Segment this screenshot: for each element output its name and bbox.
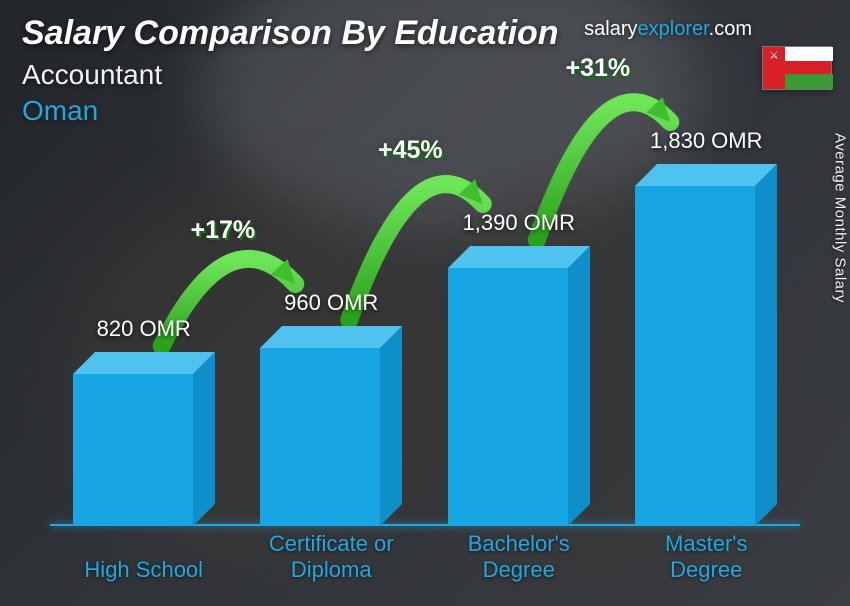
bar-category-label: Bachelor'sDegree (419, 531, 619, 582)
bar-front (448, 268, 568, 526)
flag-green-stripe (785, 74, 833, 89)
bar-category-label: Certificate orDiploma (231, 531, 431, 582)
salary-bar-chart: 820 OMRHigh School960 OMRCertificate orD… (50, 130, 800, 586)
bar-top (448, 246, 590, 268)
infographic-stage: Salary Comparison By Education Accountan… (0, 0, 850, 606)
bar-top (635, 164, 777, 186)
brand-prefix: salary (584, 18, 637, 40)
brand-suffix: .com (709, 18, 752, 40)
bar (448, 246, 590, 526)
bar-category-label: Master'sDegree (606, 531, 806, 582)
bar-category-label: High School (44, 557, 244, 582)
bar (635, 164, 777, 526)
page-subtitle: Accountant (22, 59, 559, 91)
brand-accent: explorer (638, 18, 709, 40)
flag-white-stripe (785, 47, 833, 61)
jump-percent-label: +17% (191, 216, 256, 245)
bar-side (193, 352, 215, 526)
bar-side (568, 246, 590, 526)
bar-front (635, 186, 755, 526)
bar-side (755, 164, 777, 526)
bar-value-label: 820 OMR (44, 316, 244, 342)
bar-value-label: 960 OMR (231, 290, 431, 316)
bar (260, 326, 402, 526)
jump-percent-label: +31% (566, 54, 631, 83)
bar-value-label: 1,830 OMR (606, 128, 806, 154)
bar-front (73, 374, 193, 526)
y-axis-label: Average Monthly Salary (832, 133, 849, 303)
flag-emblem: ⚔ (767, 49, 781, 63)
brand-watermark: salaryexplorer.com (584, 18, 752, 41)
bar-value-label: 1,390 OMR (419, 210, 619, 236)
bar-top (73, 352, 215, 374)
page-country: Oman (22, 95, 559, 127)
bar-front (260, 348, 380, 526)
bar-side (380, 326, 402, 526)
page-title: Salary Comparison By Education (22, 14, 559, 53)
jump-percent-label: +45% (378, 136, 443, 165)
oman-flag: ⚔ (762, 46, 832, 90)
bar-top (260, 326, 402, 348)
title-block: Salary Comparison By Education Accountan… (22, 14, 559, 127)
bar (73, 352, 215, 526)
